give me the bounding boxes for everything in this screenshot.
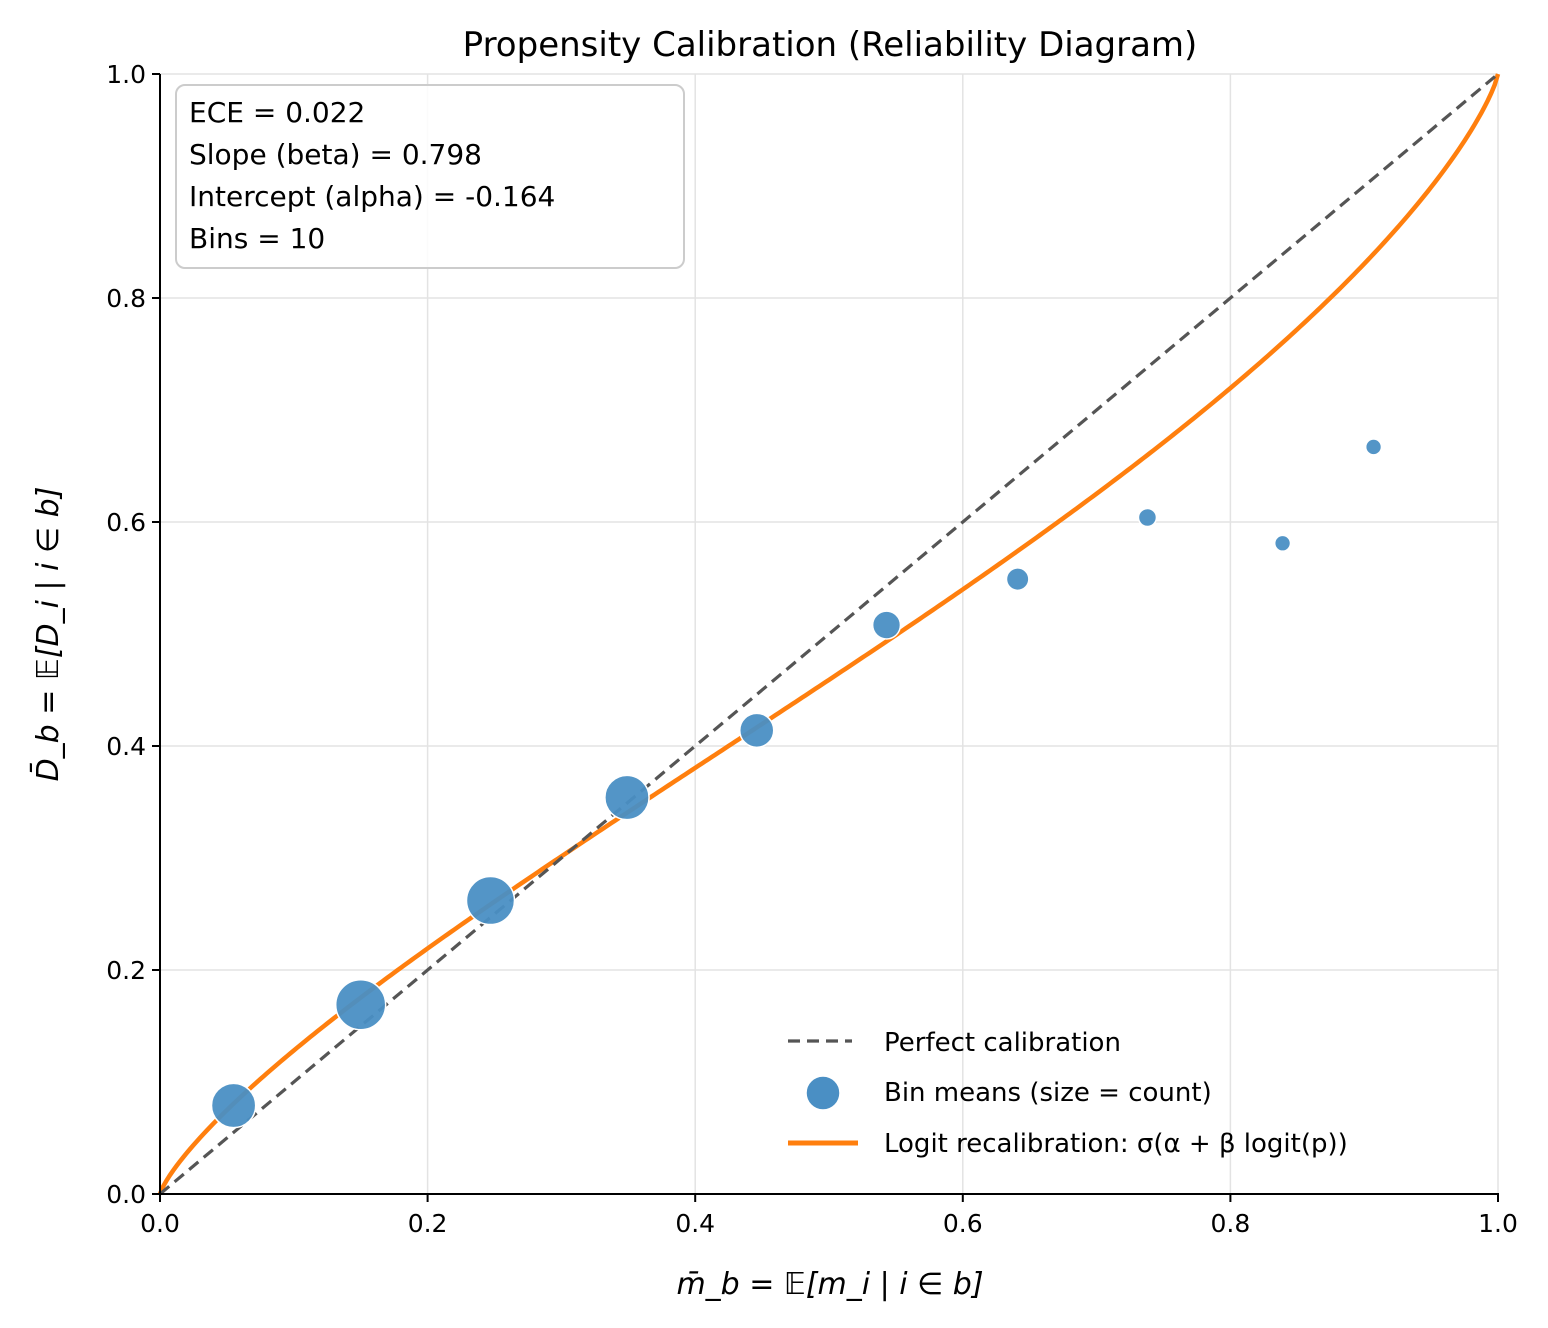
x-ticks: 0.0 0.2 0.4 0.6 0.8 1.0 <box>140 1194 1518 1238</box>
stats-box: ECE = 0.022 Slope (beta) = 0.798 Interce… <box>175 84 685 269</box>
bin-mean-point <box>604 774 650 821</box>
bin-mean-point <box>738 712 775 749</box>
legend-label-bin-means: Bin means (size = count) <box>884 1078 1212 1108</box>
x-tick-label: 0.2 <box>408 1209 448 1238</box>
bin-mean-point <box>334 978 387 1031</box>
bin-means-points <box>210 438 1383 1129</box>
stats-slope: Slope (beta) = 0.798 <box>189 138 482 171</box>
bin-mean-point <box>210 1082 257 1129</box>
bin-mean-point <box>465 875 516 926</box>
stats-box-frame <box>175 84 685 269</box>
y-tick-label: 0.8 <box>106 284 146 313</box>
legend-swatch-bin-means <box>805 1075 841 1111</box>
bin-mean-point <box>1005 567 1030 592</box>
y-tick-label: 0.6 <box>106 508 146 537</box>
y-ticks: 0.0 0.2 0.4 0.6 0.8 1.0 <box>106 60 160 1209</box>
y-tick-label: 0.2 <box>106 956 146 985</box>
x-tick-label: 0.0 <box>140 1209 180 1238</box>
series-layer <box>157 72 1501 1196</box>
legend-label-perfect: Perfect calibration <box>884 1028 1121 1058</box>
y-tick-label: 0.4 <box>106 732 146 761</box>
x-axis-label: m̄_b = 𝔼[m_i | i ∈ b] <box>676 1267 983 1302</box>
stats-intercept: Intercept (alpha) = -0.164 <box>189 180 555 213</box>
stats-bins: Bins = 10 <box>189 222 325 255</box>
x-tick-label: 0.8 <box>1211 1209 1251 1238</box>
bin-mean-point <box>871 610 902 640</box>
legend-label-recal: Logit recalibration: σ(α + β logit(p)) <box>884 1129 1348 1159</box>
y-tick-label: 1.0 <box>106 60 146 89</box>
y-tick-label: 0.0 <box>106 1180 146 1209</box>
x-tick-label: 1.0 <box>1478 1209 1518 1238</box>
bin-mean-point <box>1273 534 1292 552</box>
axes: 0.0 0.2 0.4 0.6 0.8 1.0 0.0 0.2 0.4 0.6 0.8 1.0 <box>106 60 1518 1238</box>
x-tick-label: 0.4 <box>675 1209 715 1238</box>
bin-mean-point <box>1364 438 1383 456</box>
y-axis-label: D̄_b = 𝔼[D_i | i ∈ b] <box>30 487 66 782</box>
chart-title: Propensity Calibration (Reliability Diag… <box>463 25 1198 65</box>
x-tick-label: 0.6 <box>943 1209 983 1238</box>
stats-ece: ECE = 0.022 <box>189 96 365 129</box>
logit-recalibration-curve <box>157 73 1501 1195</box>
bin-mean-point <box>1137 507 1158 528</box>
legend: Perfect calibration Bin means (size = co… <box>788 1028 1348 1159</box>
